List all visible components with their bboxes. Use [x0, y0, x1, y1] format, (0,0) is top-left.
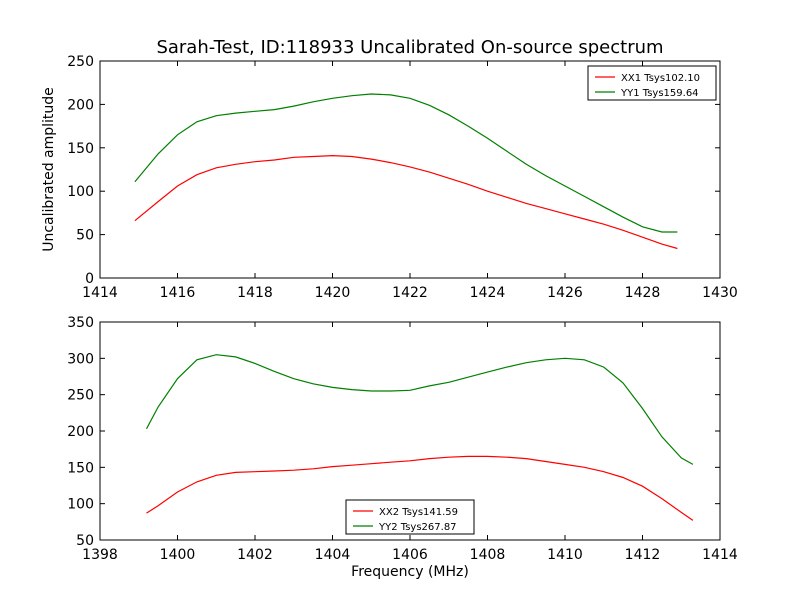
x-axis-label: Frequency (MHz)	[351, 564, 469, 580]
x-tick-label: 1416	[160, 285, 196, 301]
x-tick-label: 1426	[547, 285, 583, 301]
x-tick-label: 1420	[315, 285, 351, 301]
x-tick-label: 1430	[702, 285, 738, 301]
y-tick-label: 250	[67, 54, 94, 70]
y-tick-label: 50	[76, 533, 94, 549]
legend-box	[345, 499, 475, 535]
legend: XX2 Tsys141.59 YY2 Tsys267.87	[345, 499, 475, 535]
y-tick-label: 200	[67, 97, 94, 113]
x-tick-label: 1400	[160, 547, 196, 563]
x-tick-label: 1406	[392, 547, 428, 563]
series-line-2	[145, 354, 694, 465]
x-tick-label: 1398	[82, 547, 118, 563]
legend: XX1 Tsys102.10 YY1 Tsys159.64	[587, 65, 717, 101]
x-tick-label: 1402	[237, 547, 273, 563]
x-tick-label: 1414	[702, 547, 738, 563]
x-tick-label: 1404	[315, 547, 351, 563]
y-tick-label: 300	[67, 351, 94, 367]
x-tick-label: 1418	[237, 285, 273, 301]
legend-entry: YY2 Tsys267.87	[378, 522, 457, 533]
y-tick-label: 100	[67, 184, 94, 200]
series-line-1	[134, 154, 678, 250]
x-tick-label: 1412	[625, 547, 661, 563]
y-axis-label: Uncalibrated amplitude	[41, 87, 57, 252]
legend-entry: XX1 Tsys102.10	[621, 73, 700, 84]
y-tick-label: 0	[85, 271, 94, 287]
x-tick-label: 1422	[392, 285, 428, 301]
y-tick-label: 100	[67, 497, 94, 513]
legend-entry: YY1 Tsys159.64	[620, 88, 699, 99]
x-tick-label: 1424	[470, 285, 506, 301]
x-tick-label: 1410	[547, 547, 583, 563]
chart-title: Sarah-Test, ID:118933 Uncalibrated On-so…	[156, 37, 663, 58]
y-tick-label: 50	[76, 228, 94, 244]
top-panel: 1414 1416 1418 1420 1422 1424 1426 1428 1430 0 50 1…	[41, 37, 738, 301]
y-tick-label: 200	[67, 424, 94, 440]
legend-entry: XX2 Tsys141.59	[379, 507, 458, 518]
series-line-2	[134, 93, 678, 233]
y-tick-label: 150	[67, 141, 94, 157]
x-tick-label: 1414	[82, 285, 118, 301]
x-tick-label: 1428	[625, 285, 661, 301]
x-tick-label: 1408	[470, 547, 506, 563]
y-tick-label: 350	[67, 315, 94, 331]
bottom-panel: 1398 1400 1402 1404 1406 1408 1410 1412 1414 50 10…	[67, 315, 738, 580]
legend-box	[587, 65, 717, 101]
series-line-1	[146, 455, 694, 521]
y-tick-label: 150	[67, 460, 94, 476]
y-tick-label: 250	[67, 388, 94, 404]
